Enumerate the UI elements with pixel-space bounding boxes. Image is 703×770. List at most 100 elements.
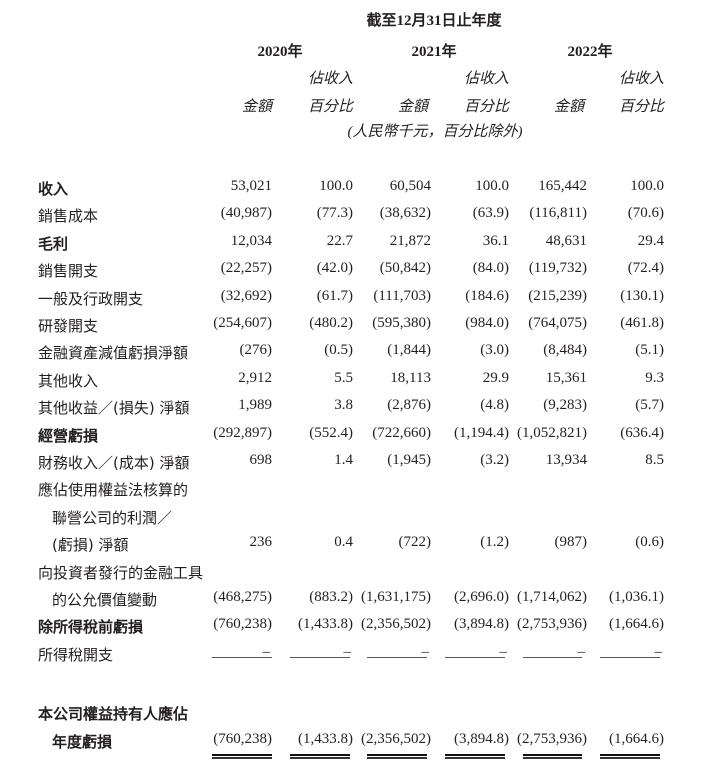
cell-amount-2022: (116,811) xyxy=(529,205,587,222)
cell-pct-2021: (1.2) xyxy=(480,534,509,551)
cell-pct-2021: (984.0) xyxy=(465,315,509,331)
row-label: 其他收益／(損失) 淨額 xyxy=(38,399,190,418)
cell-pct-2021: (3,894.8) xyxy=(454,730,509,747)
single-underline xyxy=(290,656,350,658)
cell-amount-2020: (254,607) xyxy=(213,315,272,331)
period-title: 截至12月31日止年度 xyxy=(366,13,502,29)
cell-amount-2020: (32,692) xyxy=(220,287,272,304)
cell-pct-2022: (5.7) xyxy=(635,397,664,414)
single-underline xyxy=(523,656,582,658)
cell-pct-2020: 1.4 xyxy=(334,452,353,468)
pct-header-2020: 佔收入 xyxy=(307,71,353,87)
cell-pct-2021: 36.1 xyxy=(482,232,509,249)
cell-amount-2021: (38,632) xyxy=(379,205,431,222)
cell-amount-2021: (1,945) xyxy=(387,452,431,468)
cell-amount-2022: 48,631 xyxy=(545,232,587,249)
cell-amount-2022: (119,732) xyxy=(528,260,587,277)
cell-pct-2020: (1,433.8) xyxy=(298,616,353,633)
row-label: 除所得稅前虧損 xyxy=(38,618,144,637)
unit-note: (人民幣千元，百分比除外) xyxy=(347,124,523,140)
single-underline xyxy=(212,656,272,658)
cell-amount-2022: 15,361 xyxy=(545,369,587,386)
cell-amount-2022: (215,239) xyxy=(528,287,587,304)
row-label: 研發開支 xyxy=(38,317,99,335)
cell-amount-2020: (22,257) xyxy=(220,260,272,277)
row-label: 財務收入／(成本) 淨額 xyxy=(38,454,190,472)
cell-pct-2022: 9.3 xyxy=(645,369,664,386)
double-underline xyxy=(212,753,272,757)
cell-pct-2020: 0.4 xyxy=(334,534,353,551)
cell-amount-2022: (8,484) xyxy=(543,342,587,359)
row-label: 銷售開支 xyxy=(38,262,99,281)
cell-pct-2022: 8.5 xyxy=(645,452,664,468)
cell-amount-2020: – xyxy=(262,643,271,660)
cell-pct-2021: (3,894.8) xyxy=(454,616,509,633)
cell-amount-2020: 2,912 xyxy=(238,369,272,386)
row-label: 應佔使用權益法核算的 xyxy=(38,481,189,500)
cell-amount-2021: (722) xyxy=(398,534,432,551)
cell-amount-2020: (276) xyxy=(239,342,273,359)
cell-pct-2021: (3.0) xyxy=(480,342,509,359)
cell-amount-2022: (2,753,936) xyxy=(517,730,587,747)
amount-header-2021: 金額 xyxy=(397,99,428,115)
cell-pct-2021: (84.0) xyxy=(472,260,509,277)
cell-amount-2021: (595,380) xyxy=(372,315,431,331)
pct-header-2021: 佔收入 xyxy=(463,71,509,87)
row-label: 本公司權益持有人應佔 xyxy=(38,705,189,724)
cell-pct-2020: (77.3) xyxy=(316,205,353,222)
row-label: 毛利 xyxy=(38,234,69,253)
cell-pct-2021: (1,194.4) xyxy=(454,424,509,441)
cell-amount-2021: (2,876) xyxy=(387,397,431,414)
cell-pct-2022: (1,664.6) xyxy=(609,730,664,747)
cell-amount-2022: (764,075) xyxy=(528,315,587,331)
cell-amount-2022: 13,934 xyxy=(545,452,587,468)
amount-header-2020: 金額 xyxy=(241,99,272,115)
row-label: 所得稅開支 xyxy=(38,645,114,664)
cell-amount-2020: (292,897) xyxy=(213,424,272,441)
cell-pct-2022: (1,036.1) xyxy=(609,589,664,605)
row-label: 收入 xyxy=(38,180,69,198)
double-underline xyxy=(523,753,582,757)
row-label: (虧損) 淨額 xyxy=(52,536,129,555)
cell-pct-2022: (72.4) xyxy=(627,260,664,277)
cell-pct-2022: – xyxy=(654,643,663,660)
cell-amount-2020: (760,238) xyxy=(213,730,272,747)
cell-pct-2020: 22.7 xyxy=(326,232,353,249)
cell-amount-2021: (722,660) xyxy=(372,424,431,441)
double-underline xyxy=(600,753,660,757)
cell-pct-2022: (5.1) xyxy=(635,342,664,359)
cell-pct-2020: (1,433.8) xyxy=(298,730,353,747)
row-label: 一般及行政開支 xyxy=(38,289,144,308)
cell-amount-2021: (111,703) xyxy=(373,287,431,304)
cell-pct-2022: (130.1) xyxy=(620,287,664,304)
cell-pct-2020: 5.5 xyxy=(334,369,353,386)
cell-pct-2021: 100.0 xyxy=(475,178,509,194)
cell-amount-2020: 1,989 xyxy=(238,397,272,414)
cell-pct-2020: (883.2) xyxy=(309,589,353,605)
cell-pct-2021: (4.8) xyxy=(480,397,509,414)
cell-pct-2022: (1,664.6) xyxy=(609,616,664,633)
cell-pct-2021: (184.6) xyxy=(465,287,509,304)
cell-pct-2020: (42.0) xyxy=(316,260,353,277)
cell-amount-2020: 236 xyxy=(249,534,273,551)
cell-amount-2020: 698 xyxy=(249,452,273,468)
cell-pct-2022: (70.6) xyxy=(627,205,664,222)
single-underline xyxy=(445,656,505,658)
cell-amount-2021: (1,631,175) xyxy=(361,589,431,605)
year-2022: 2022年 xyxy=(567,44,613,60)
cell-amount-2020: 53,021 xyxy=(230,178,272,194)
pct-header-2020-line2: 百分比 xyxy=(307,99,353,115)
cell-amount-2021: (1,844) xyxy=(387,342,431,359)
row-label: 聯營公司的利潤／ xyxy=(52,508,173,527)
cell-amount-2022: (9,283) xyxy=(543,397,587,414)
cell-pct-2022: (461.8) xyxy=(620,315,664,331)
cell-pct-2021: (3.2) xyxy=(480,452,509,468)
cell-amount-2021: – xyxy=(421,643,430,660)
cell-amount-2020: (40,987) xyxy=(220,205,272,222)
row-label: 經營虧損 xyxy=(38,426,99,445)
cell-amount-2020: (760,238) xyxy=(213,616,272,633)
cell-pct-2020: (552.4) xyxy=(309,424,353,441)
cell-pct-2020: (480.2) xyxy=(309,315,353,331)
year-2020: 2020年 xyxy=(257,44,303,60)
pct-header-2022: 佔收入 xyxy=(618,71,664,87)
